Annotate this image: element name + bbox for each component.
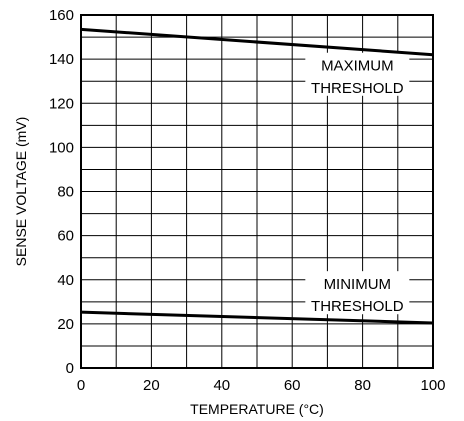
annotations: MAXIMUM THRESHOLD MINIMUM THRESHOLD <box>305 52 410 315</box>
x-tick-label: 80 <box>354 377 371 394</box>
annotation-label: THRESHOLD <box>311 298 404 315</box>
y-axis-title: SENSE VOLTAGE (mV) <box>13 117 29 267</box>
x-tick-label: 0 <box>77 377 85 394</box>
y-tick-label: 100 <box>49 139 74 156</box>
y-tick-label: 140 <box>49 51 74 68</box>
x-tick-label: 100 <box>420 377 445 394</box>
y-tick-label: 0 <box>66 360 74 377</box>
series-line <box>80 310 434 325</box>
annotation-label: MAXIMUM <box>321 58 394 75</box>
x-tick-label: 40 <box>213 377 230 394</box>
y-tick-label: 120 <box>49 95 74 112</box>
y-tick-label: 160 <box>49 7 74 24</box>
annotation-label: MINIMUM <box>324 276 392 293</box>
plot-frame <box>80 14 434 369</box>
tick-labels: 0 20 40 60 80 100 0 20 40 60 80 100 120 140 160 <box>49 7 446 394</box>
annotation-background <box>305 52 410 96</box>
x-axis-title: TEMPERATURE (°C) <box>190 401 324 417</box>
series-line <box>80 27 434 57</box>
annotation-background <box>305 271 410 315</box>
x-tick-label: 20 <box>143 377 160 394</box>
y-tick-label: 20 <box>57 316 74 333</box>
threshold-annotation: MAXIMUM THRESHOLD <box>305 52 410 97</box>
y-tick-label: 60 <box>57 228 74 245</box>
series-lines <box>80 27 434 325</box>
annotation-label: THRESHOLD <box>311 80 404 97</box>
threshold-annotation: MINIMUM THRESHOLD <box>305 271 410 315</box>
y-tick-label: 40 <box>57 272 74 289</box>
x-tick-label: 60 <box>284 377 301 394</box>
y-tick-label: 80 <box>57 184 74 201</box>
